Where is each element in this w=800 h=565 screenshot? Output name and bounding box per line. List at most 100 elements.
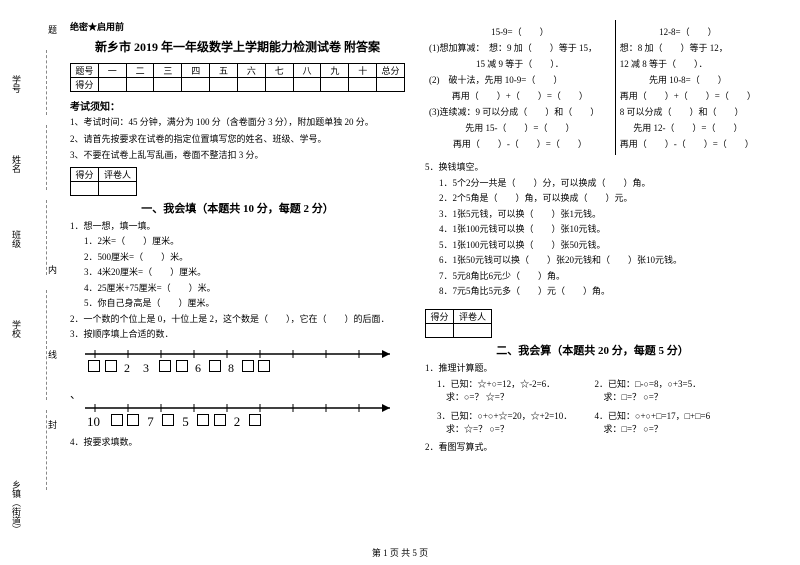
hdr-cell: 题号 bbox=[71, 64, 99, 78]
calc-given: 3．已知：○+○+☆=20，☆+2=10． bbox=[437, 409, 592, 422]
hdr-cell: 一 bbox=[98, 64, 126, 78]
hdr-cell: 七 bbox=[265, 64, 293, 78]
blank-box bbox=[127, 414, 139, 426]
q5c: 3．1张5元钱，可以换（ ）张1元钱。 bbox=[425, 208, 760, 222]
calc-line: 再用（ ）-（ ）=（ ） bbox=[620, 137, 756, 150]
q5d: 4．1张100元钱可以换（ ）张10元钱。 bbox=[425, 223, 760, 237]
calc-sub: 2．已知：□-○=8，○+3=5． 求：□=？ ○=？ bbox=[595, 377, 750, 403]
blank-box bbox=[209, 360, 221, 372]
hdr-cell: 六 bbox=[237, 64, 265, 78]
calc-ask: 求：□=？ ○=？ bbox=[595, 390, 750, 403]
q5: 5．换钱填空。 bbox=[425, 161, 760, 175]
q2: 2．一个数的个位上是 0，十位上是 2，这个数是（ ），它在（ ）的后面． bbox=[70, 313, 405, 327]
qq1: 1．推理计算题。 bbox=[425, 362, 760, 376]
left-column: 绝密★启用前 新乡市 2019 年一年级数学上学期能力检测试卷 附答案 题号 一… bbox=[60, 20, 415, 545]
blank-box bbox=[197, 414, 209, 426]
calc-line: (2) 破十法，先用 10-9=（ ） bbox=[429, 73, 611, 86]
section-1-title: 一、我会填（本题共 10 分，每题 2 分） bbox=[70, 200, 405, 216]
calc-given: 4．已知：○+○+□=17，□+□=6 bbox=[595, 409, 750, 422]
grader-label: 评卷人 bbox=[99, 167, 137, 181]
calc-sub: 4．已知：○+○+□=17，□+□=6 求：□=？ ○=？ bbox=[595, 409, 750, 435]
calc-line: 再用（ ）-（ ）=（ ） bbox=[429, 137, 611, 150]
q1e: 5．你自己身高是（ ）厘米。 bbox=[70, 297, 405, 311]
blank-box bbox=[88, 360, 100, 372]
hdr-cell: 四 bbox=[182, 64, 210, 78]
calc-given: 1．已知：☆+○=12，☆-2=6． bbox=[437, 377, 592, 390]
blank-box bbox=[162, 414, 174, 426]
section-2-title: 二、我会算（本题共 20 分，每题 5 分） bbox=[425, 342, 760, 358]
score-box-2: 得分评卷人 bbox=[425, 309, 492, 338]
margin-name: 姓名 bbox=[10, 155, 23, 173]
rule-item: 1、考试时间：45 分钟，满分为 100 分（含卷面分 3 分），附加题单独 2… bbox=[70, 116, 405, 130]
calc-line: 先用 12-（ ）=（ ） bbox=[620, 121, 756, 134]
q1b: 2．500厘米=（ ）米。 bbox=[70, 251, 405, 265]
margin-class: 班级 bbox=[10, 230, 23, 248]
calc-sub: 3．已知：○+○+☆=20，☆+2=10． 求：☆=？ ○=？ bbox=[437, 409, 592, 435]
blank-box bbox=[176, 360, 188, 372]
grader-label: 评卷人 bbox=[454, 309, 492, 323]
q1a: 1．2米=（ ）厘米。 bbox=[70, 235, 405, 249]
q4: 4．按要求填数。 bbox=[70, 436, 405, 450]
blank-box bbox=[111, 414, 123, 426]
qq2: 2．看图写算式。 bbox=[425, 441, 760, 455]
q5a: 1．5个2分一共是（ ）分，可以换成（ ）角。 bbox=[425, 177, 760, 191]
binding-margin: 题 学号 姓名 班级 内 学校 线 封 乡镇（街道） bbox=[8, 20, 58, 545]
calc-line: 先用 10-8=（ ） bbox=[620, 73, 756, 86]
confidential-label: 绝密★启用前 bbox=[70, 20, 405, 33]
tick-label: 8 bbox=[224, 361, 238, 376]
number-line-2: 、 10 7 5 2 bbox=[70, 386, 405, 430]
blank-box bbox=[249, 414, 261, 426]
hdr-cell: 十 bbox=[349, 64, 377, 78]
tick-label: 6 bbox=[191, 361, 205, 376]
margin-seal: 封 bbox=[46, 420, 59, 429]
tick-label: 5 bbox=[178, 414, 194, 430]
hdr-cell: 三 bbox=[154, 64, 182, 78]
blank-box bbox=[159, 360, 171, 372]
tick-label: 2 bbox=[229, 414, 245, 430]
calc-line: 再用（ ）+（ ）=（ ） bbox=[429, 89, 611, 102]
q5e: 5．1张100元钱可以换（ ）张50元钱。 bbox=[425, 239, 760, 253]
page-footer: 第 1 页 共 5 页 bbox=[0, 546, 800, 559]
calc-ask: 求：○=？ ☆=？ bbox=[437, 390, 592, 403]
margin-town: 乡镇（街道） bbox=[10, 480, 23, 534]
calc-line: 15 减 9 等于（ ）． bbox=[429, 57, 611, 70]
page-root: 题 学号 姓名 班级 内 学校 线 封 乡镇（街道） 绝密★启用前 新乡市 20… bbox=[0, 0, 800, 565]
calc-line: 12 减 8 等于（ ）． bbox=[620, 57, 756, 70]
margin-student-id: 学号 bbox=[10, 75, 23, 93]
q5h: 8．7元5角比5元多（ ）元（ ）角。 bbox=[425, 285, 760, 299]
rule-item: 3、不要在试卷上乱写乱画，卷面不整洁扣 3 分。 bbox=[70, 149, 405, 163]
calc-compare-block: 15-9=（ ） (1)想加算减： 想：9 加（ ）等于 15， 15 减 9 … bbox=[425, 20, 760, 155]
rule-item: 2、请首先按要求在试卷的指定位置填写您的姓名、班级、学号。 bbox=[70, 133, 405, 147]
q1: 1．想一想，填一填。 bbox=[70, 220, 405, 234]
tick-label: 10 bbox=[87, 414, 107, 430]
number-line-1: 2 3 6 8 bbox=[70, 346, 405, 390]
blank-box bbox=[242, 360, 254, 372]
calc-sub: 1．已知：☆+○=12，☆-2=6． 求：○=？ ☆=？ bbox=[437, 377, 592, 403]
tick-label: 2 bbox=[120, 361, 134, 376]
q3: 3．按顺序填上合适的数． bbox=[70, 328, 405, 342]
calc-line: 先用 15-（ ）=（ ） bbox=[429, 121, 611, 134]
margin-school: 学校 bbox=[10, 320, 23, 338]
calc-line: 12-8=（ ） bbox=[620, 25, 756, 38]
calc-ask: 求：☆=？ ○=？ bbox=[437, 422, 592, 435]
score-label: 得分 bbox=[426, 309, 454, 323]
score-box: 得分评卷人 bbox=[70, 167, 137, 196]
arrow-icon bbox=[382, 404, 390, 412]
q5b: 2．2个5角是（ ）角，可以换成（ ）元。 bbox=[425, 192, 760, 206]
blank-box bbox=[214, 414, 226, 426]
calc-right-col: 12-8=（ ） 想：8 加（ ）等于 12， 12 减 8 等于（ ）． 先用… bbox=[616, 20, 760, 155]
calc-line: (3)连续减：9 可以分成（ ）和（ ） bbox=[429, 105, 611, 118]
calc-line: 再用（ ）+（ ）=（ ） bbox=[620, 89, 756, 102]
margin-label: 题 bbox=[46, 25, 59, 34]
hdr-cell: 二 bbox=[126, 64, 154, 78]
hdr-cell: 八 bbox=[293, 64, 321, 78]
calc-line: 15-9=（ ） bbox=[429, 25, 611, 38]
margin-line: 线 bbox=[46, 350, 59, 359]
tick-label: 3 bbox=[137, 361, 156, 376]
margin-inner: 内 bbox=[46, 265, 59, 274]
score-header-table: 题号 一 二 三 四 五 六 七 八 九 十 总分 得分 bbox=[70, 63, 405, 92]
score-label: 得分 bbox=[71, 167, 99, 181]
calc-given: 2．已知：□-○=8，○+3=5． bbox=[595, 377, 750, 390]
blank-box bbox=[105, 360, 117, 372]
hdr-cell: 五 bbox=[210, 64, 238, 78]
